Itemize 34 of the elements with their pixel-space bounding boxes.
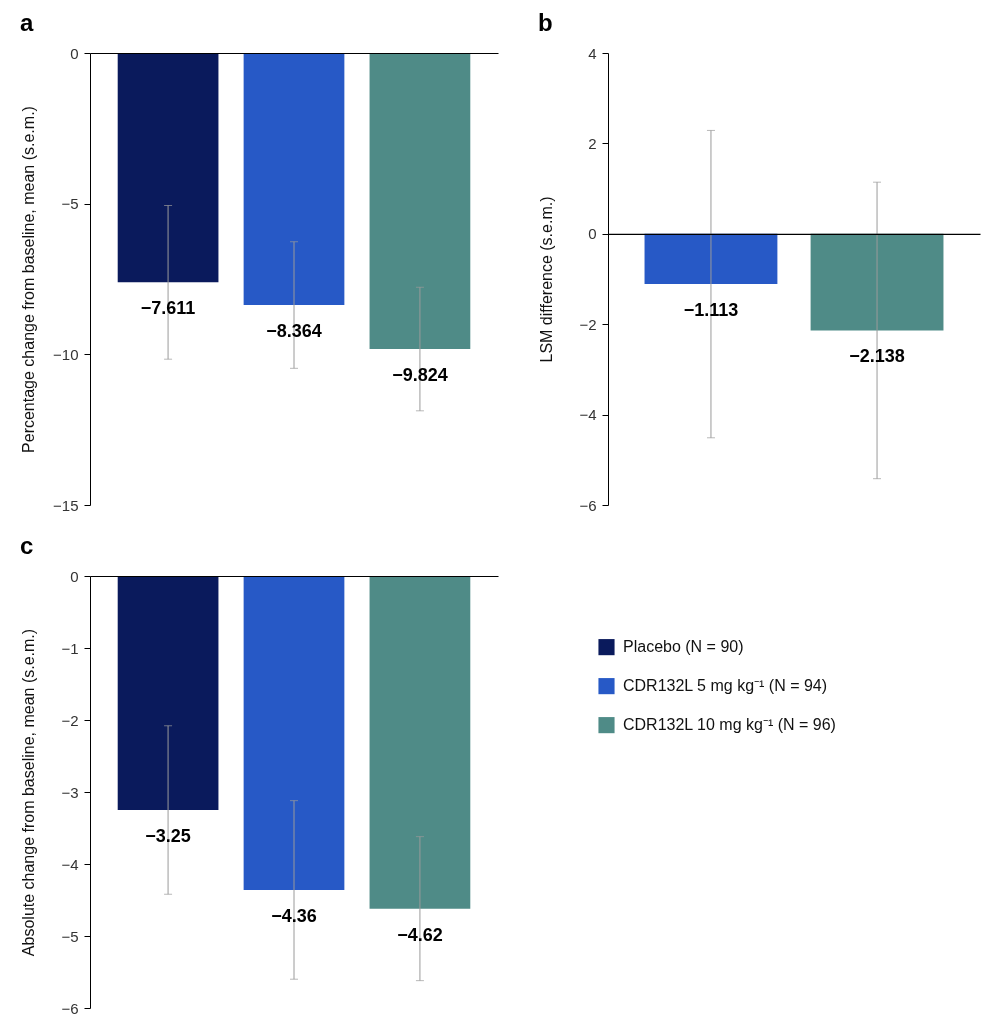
y-tick-label: −1	[61, 639, 79, 657]
chart-title: a	[20, 9, 34, 36]
data-label: −4.36	[271, 905, 317, 926]
y-axis-title: Percentage change from baseline, mean (s.e.m.)	[19, 106, 37, 453]
y-tick-label: −6	[579, 496, 597, 514]
y-tick-label: −6	[61, 999, 79, 1017]
y-tick-label: −3	[61, 783, 79, 801]
data-label: −1.113	[683, 300, 739, 321]
y-tick-label: −5	[61, 195, 79, 213]
y-axis-title: Absolute change from baseline, mean (s.e.m.)	[19, 628, 37, 957]
data-label: −4.62	[397, 924, 443, 945]
y-tick-label: 2	[588, 134, 597, 152]
legend-label: Placebo (N = 90)	[623, 638, 744, 656]
legend-label: CDR132L 10 mg kg⁻¹ (N = 96)	[623, 716, 836, 734]
y-tick-label: −10	[53, 345, 79, 363]
y-tick-label: −15	[53, 496, 79, 514]
chart-title: b	[538, 9, 553, 36]
data-label: −8.364	[266, 321, 322, 342]
y-tick-label: −2	[61, 711, 79, 729]
y-tick-label: 0	[70, 44, 79, 62]
y-tick-label: −2	[579, 315, 597, 333]
y-tick-label: −5	[61, 927, 79, 945]
y-tick-label: −4	[579, 406, 597, 424]
data-label: −2.138	[849, 346, 905, 367]
y-tick-label: 0	[70, 567, 79, 585]
y-tick-label: 0	[588, 225, 597, 243]
y-tick-label: 4	[588, 44, 597, 62]
data-label: −9.824	[392, 365, 448, 386]
legend-label: CDR132L 5 mg kg⁻¹ (N = 94)	[623, 677, 828, 695]
data-label: −3.25	[145, 826, 191, 846]
y-tick-label: −4	[61, 855, 79, 873]
data-label: −7.611	[140, 298, 196, 319]
chart-title: c	[20, 532, 34, 559]
y-axis-title: LSM difference (s.e.m.)	[537, 196, 555, 363]
